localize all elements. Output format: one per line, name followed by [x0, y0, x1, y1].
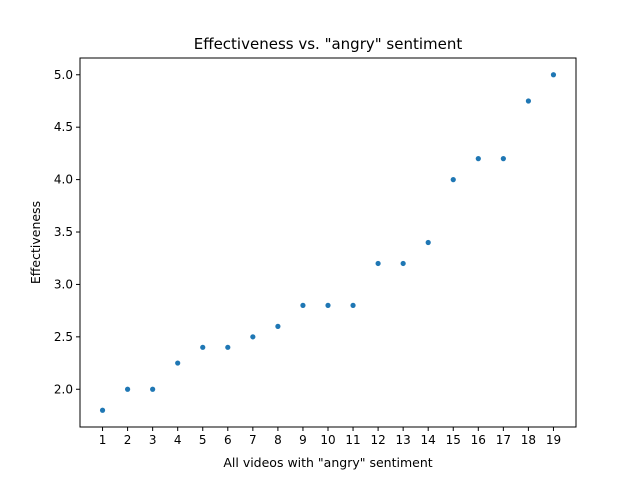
x-tick-label: 8 [274, 433, 282, 447]
data-point [325, 302, 331, 308]
x-tick-label: 17 [496, 433, 511, 447]
x-tick-label: 12 [370, 433, 385, 447]
data-point [200, 344, 206, 350]
data-point [450, 177, 456, 183]
data-point [225, 344, 231, 350]
data-point [550, 72, 557, 78]
y-tick-label: 4.5 [54, 120, 73, 134]
data-point [400, 260, 406, 267]
x-tick-label: 2 [124, 433, 132, 447]
y-tick-label: 3.5 [54, 225, 73, 239]
y-tick-label: 5.0 [54, 68, 73, 82]
x-axis-label: All videos with "angry" sentiment [223, 455, 432, 470]
data-point [300, 302, 306, 308]
x-tick-label: 7 [249, 433, 257, 447]
x-tick-label: 10 [320, 433, 335, 447]
data-point [175, 360, 181, 366]
x-tick-label: 5 [199, 433, 207, 447]
x-tick-label: 3 [149, 433, 157, 447]
y-axis-label: Effectiveness [28, 201, 43, 284]
y-tick-label: 3.0 [54, 277, 73, 291]
x-tick-label: 18 [521, 433, 536, 447]
x-tick-label: 16 [471, 433, 486, 447]
y-axis-ticks: 2.0 2.5 3.0 3.5 4.0 4.5 5.0 [54, 68, 80, 396]
data-point [99, 407, 106, 413]
data-point [150, 386, 156, 392]
data-point [124, 386, 131, 392]
x-tick-label: 6 [224, 433, 232, 447]
x-tick-label: 19 [546, 433, 561, 447]
y-tick-label: 2.0 [54, 382, 73, 396]
data-points [99, 72, 557, 413]
y-tick-label: 2.5 [54, 330, 73, 344]
x-tick-label: 13 [396, 433, 411, 447]
data-point [525, 98, 532, 104]
data-point [500, 156, 506, 162]
chart-title: Effectiveness vs. "angry" sentiment [194, 35, 463, 53]
x-tick-label: 15 [446, 433, 461, 447]
x-tick-label: 1 [99, 433, 107, 447]
data-point [250, 334, 256, 340]
x-tick-label: 14 [421, 433, 436, 447]
x-tick-label: 9 [299, 433, 307, 447]
data-point [375, 260, 381, 267]
data-point [275, 323, 281, 329]
x-tick-label: 4 [174, 433, 182, 447]
data-point [350, 302, 356, 308]
data-point [475, 156, 481, 162]
data-point [425, 239, 431, 246]
x-tick-label: 11 [345, 433, 360, 447]
y-tick-label: 4.0 [54, 173, 73, 187]
x-axis-ticks: 1 2 3 4 5 6 7 8 9 10 11 12 13 14 15 16 17 18 19 [99, 427, 561, 447]
